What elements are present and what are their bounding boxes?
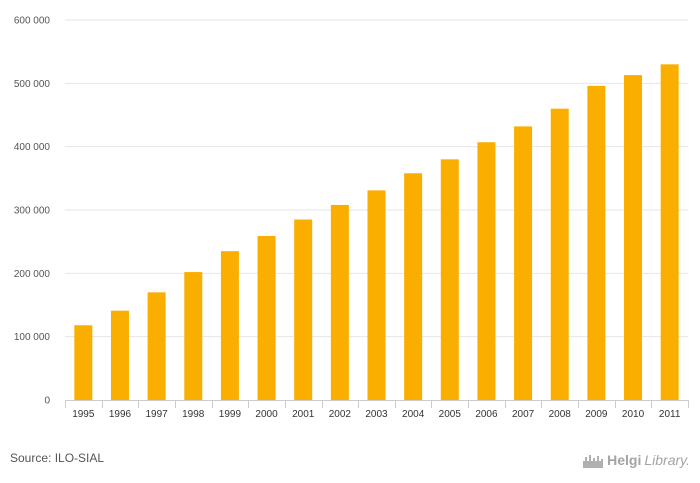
x-tick-label: 1997 xyxy=(145,409,168,420)
x-tick-label: 2007 xyxy=(512,409,535,420)
city-skyline-icon xyxy=(583,455,604,468)
brand-name-part2: Library. xyxy=(644,452,690,468)
x-tick-label: 2009 xyxy=(585,409,608,420)
x-axis: 1995 1996 1997 1998 1999 2000 2001 2002 2003 2004… xyxy=(65,400,689,420)
bar-chart: 0 100 000 200 000 300 000 400 000 500 000 600 … xyxy=(14,16,689,420)
bar-2002[interactable] xyxy=(330,204,349,400)
bars xyxy=(74,64,679,401)
x-tick-label: 1999 xyxy=(219,409,242,420)
bar-2000[interactable] xyxy=(257,235,276,400)
x-tick-label: 1995 xyxy=(72,409,95,420)
bar-2008[interactable] xyxy=(550,108,569,401)
x-tick-label: 2001 xyxy=(292,409,315,420)
brand-name-part1: Helgi xyxy=(607,452,642,468)
helgilibrary-logo[interactable]: Helgi Library. xyxy=(582,448,690,472)
bar-2001[interactable] xyxy=(294,219,313,401)
y-tick-label: 100 000 xyxy=(14,332,51,343)
bar-2011[interactable] xyxy=(660,64,679,400)
source-note: Source: ILO-SIAL xyxy=(10,451,105,465)
x-tick-label: 2011 xyxy=(659,409,681,420)
x-tick-label: 1996 xyxy=(109,409,132,420)
x-tick-label: 2008 xyxy=(549,409,572,420)
bar-2007[interactable] xyxy=(514,126,533,401)
bar-2004[interactable] xyxy=(404,173,423,400)
bar-1997[interactable] xyxy=(147,292,166,400)
x-tick-label: 2010 xyxy=(622,409,645,420)
y-tick-label: 400 000 xyxy=(14,142,51,153)
x-tick-label: 2005 xyxy=(439,409,462,420)
bar-2010[interactable] xyxy=(624,75,643,400)
y-tick-label: 500 000 xyxy=(14,79,51,90)
bar-1998[interactable] xyxy=(184,272,203,400)
bar-1996[interactable] xyxy=(110,310,129,400)
x-tick-label: 2004 xyxy=(402,409,425,420)
bar-1995[interactable] xyxy=(74,325,93,400)
x-tick-label: 2002 xyxy=(329,409,352,420)
bar-2009[interactable] xyxy=(587,85,606,400)
x-tick-label: 2003 xyxy=(365,409,388,420)
bar-2006[interactable] xyxy=(477,142,496,400)
x-tick-label: 1998 xyxy=(182,409,205,420)
y-tick-label: 600 000 xyxy=(14,16,51,27)
x-tick-label: 2006 xyxy=(475,409,498,420)
y-tick-label: 200 000 xyxy=(14,269,51,280)
y-axis-tick-labels: 0 100 000 200 000 300 000 400 000 500 000 600 … xyxy=(14,16,51,407)
y-tick-label: 300 000 xyxy=(14,206,51,217)
y-tick-label: 0 xyxy=(44,396,50,407)
bar-2003[interactable] xyxy=(367,190,386,400)
x-tick-label: 2000 xyxy=(255,409,278,420)
bar-2005[interactable] xyxy=(440,159,459,400)
bar-1999[interactable] xyxy=(220,251,239,400)
